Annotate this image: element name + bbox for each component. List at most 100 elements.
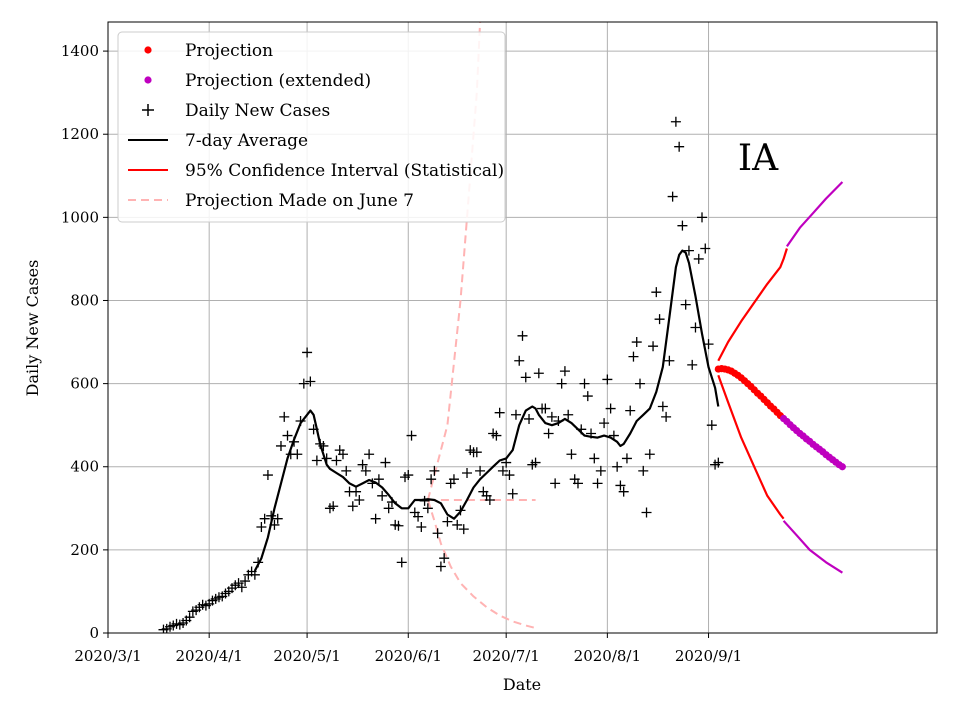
daily-case-point [595, 465, 606, 476]
daily-case-point [419, 495, 430, 506]
daily-case-point [579, 378, 590, 389]
y-tick-label: 1200 [61, 125, 99, 143]
series-layer [158, 22, 846, 633]
legend-label: 7-day Average [185, 131, 308, 151]
daily-case-point [510, 409, 521, 420]
daily-case-point [377, 490, 388, 501]
daily-case-point [439, 553, 450, 564]
daily-case-point [373, 474, 384, 485]
plot-border [107, 21, 938, 634]
legend-entry: Projection [144, 41, 273, 61]
daily-case-point [667, 191, 678, 202]
daily-case-point [298, 378, 309, 389]
daily-case-point [282, 430, 293, 441]
x-tick-label: 2020/4/1 [175, 647, 242, 665]
daily-case-point [455, 505, 466, 516]
daily-case-point [471, 447, 482, 458]
daily-case-point [370, 513, 381, 524]
daily-case-point [275, 440, 286, 451]
daily-case-point [504, 470, 515, 481]
y-tick-label: 0 [89, 624, 99, 642]
x-tick-label: 2020/8/1 [574, 647, 641, 665]
daily-case-point [253, 557, 264, 568]
daily-case-point [393, 520, 404, 531]
daily-case-point [452, 519, 463, 530]
daily-case-point [634, 378, 645, 389]
daily-case-point [612, 461, 623, 472]
legend-entry: Projection Made on June 7 [128, 191, 414, 211]
daily-case-point [184, 612, 195, 623]
y-tick-label: 1400 [61, 42, 99, 60]
daily-case-point [608, 430, 619, 441]
daily-case-point [700, 243, 711, 254]
daily-case-point [494, 407, 505, 418]
95-ci-lower-line [717, 374, 785, 520]
daily-case-point [556, 378, 567, 389]
daily-case-point [680, 299, 691, 310]
daily-case-point [292, 449, 303, 460]
95-ci-lower-extended-line [782, 520, 843, 574]
legend-marker [144, 76, 152, 84]
x-tick-label: 2020/3/1 [74, 647, 141, 665]
daily-case-point [713, 457, 724, 468]
daily-case-point [589, 453, 600, 464]
daily-case-point [347, 501, 358, 512]
daily-case-point [618, 486, 629, 497]
daily-case-point [302, 347, 313, 358]
daily-case-point [380, 457, 391, 468]
95-ci-upper-line [717, 248, 788, 362]
daily-case-point [240, 576, 251, 587]
daily-case-point [566, 449, 577, 460]
daily-case-point [572, 478, 583, 489]
daily-case-point [432, 528, 443, 539]
legend-entry: 95% Confidence Interval (Statistical) [128, 161, 504, 181]
legend-label: Daily New Cases [185, 101, 330, 121]
daily-case-point [664, 355, 675, 366]
daily-case-point [311, 455, 322, 466]
daily-case-point [644, 449, 655, 460]
y-tick-label: 200 [70, 541, 99, 559]
daily-case-point [259, 513, 270, 524]
projection-made-on-june-7-lower-line [426, 499, 536, 629]
legend-label: 95% Confidence Interval (Statistical) [185, 161, 504, 181]
y-axis-title: Daily New Cases [23, 260, 42, 397]
x-axis-title: Date [503, 675, 541, 694]
daily-case-point [497, 465, 508, 476]
daily-case-point [448, 474, 459, 485]
daily-case-point [586, 428, 597, 439]
daily-case-point [328, 501, 339, 512]
daily-case-point [654, 314, 665, 325]
legend-label: Projection Made on June 7 [185, 191, 414, 211]
daily-case-point [706, 420, 717, 431]
x-tick-label: 2020/7/1 [472, 647, 539, 665]
daily-case-point [386, 497, 397, 508]
daily-case-point [687, 359, 698, 370]
daily-case-point [403, 470, 414, 481]
daily-case-point [351, 486, 362, 497]
daily-case-point [648, 341, 659, 352]
daily-case-point [559, 366, 570, 377]
daily-case-point [484, 494, 495, 505]
daily-case-point [416, 522, 427, 533]
daily-case-point [249, 569, 260, 580]
daily-case-point [677, 220, 688, 231]
daily-case-point [435, 561, 446, 572]
legend-box [117, 31, 506, 223]
daily-case-point [697, 212, 708, 223]
daily-case-point [703, 339, 714, 350]
daily-case-point [550, 478, 561, 489]
daily-case-point [651, 287, 662, 298]
daily-case-point [546, 411, 557, 422]
daily-case-point [670, 116, 681, 127]
legend: Projection Projection (extended) Daily New… [117, 31, 506, 223]
daily-case-point [599, 418, 610, 429]
daily-case-point [592, 478, 603, 489]
legend-marker [142, 104, 154, 116]
daily-case-point [422, 503, 433, 514]
daily-case-point [341, 465, 352, 476]
x-tick-label: 2020/6/1 [375, 647, 442, 665]
daily-case-point [426, 474, 437, 485]
daily-case-point [289, 436, 300, 447]
daily-case-point [530, 457, 541, 468]
